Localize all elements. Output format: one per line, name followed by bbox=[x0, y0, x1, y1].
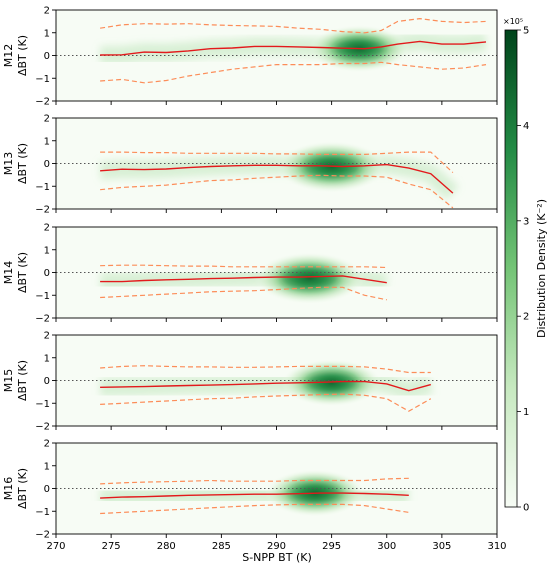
y-tick-label: −2 bbox=[35, 97, 50, 108]
y-tick-label: 1 bbox=[44, 28, 50, 39]
x-axis-label: S-NPP BT (K) bbox=[242, 551, 312, 564]
x-tick-label: 305 bbox=[432, 541, 451, 552]
y-tick-label: −2 bbox=[35, 314, 50, 325]
mean-line bbox=[100, 492, 409, 499]
y-tick-label: 1 bbox=[44, 461, 50, 472]
y-tick-label: 0 bbox=[44, 484, 50, 495]
y-axis-label-band: M16 bbox=[2, 477, 15, 501]
x-tick-label: 270 bbox=[46, 541, 65, 552]
y-tick-label: 0 bbox=[44, 51, 50, 62]
panel-m12: −2 −1 0 1 2 M12 ΔBT (K) bbox=[2, 6, 498, 108]
x-tick-label: 280 bbox=[157, 541, 176, 552]
y-tick-label: −1 bbox=[35, 399, 50, 410]
x-tick-label: 300 bbox=[377, 541, 396, 552]
y-tick-label: 0 bbox=[44, 159, 50, 170]
y-axis-label-unit: ΔBT (K) bbox=[16, 360, 29, 401]
x-tick-label: 295 bbox=[322, 541, 341, 552]
lower-std-line bbox=[100, 174, 454, 209]
panel-m14: −2 −1 0 1 2 M14 ΔBT (K) bbox=[2, 223, 498, 325]
x-tick-label: 310 bbox=[487, 541, 506, 552]
colorbar-label: Distribution Density (K⁻²) bbox=[535, 199, 548, 338]
x-tick-label: 285 bbox=[212, 541, 231, 552]
density-core bbox=[303, 156, 360, 177]
colorbar: 0 1 2 3 4 5×10⁵ Distribution Density (K⁻²) bbox=[503, 17, 548, 514]
upper-std-line bbox=[100, 17, 487, 34]
y-axis-label-band: M12 bbox=[2, 44, 15, 68]
panel-m13: −2 −1 0 1 2 M13 ΔBT (K) bbox=[2, 114, 498, 216]
x-tick-label: 275 bbox=[102, 541, 121, 552]
panel-m15: −2 −1 0 1 2 M15 ΔBT (K) bbox=[2, 331, 498, 433]
y-tick-label: −2 bbox=[35, 530, 50, 541]
colorbar-exponent: ×10⁵ bbox=[503, 17, 523, 26]
lower-std-line bbox=[100, 503, 409, 515]
y-tick-label: −1 bbox=[35, 74, 50, 85]
colorbar-tick-label: 2 bbox=[523, 312, 529, 323]
colorbar-tick-label: 3 bbox=[523, 216, 529, 227]
y-tick-label: −1 bbox=[35, 507, 50, 518]
y-axis-label-band: M14 bbox=[2, 261, 15, 285]
y-tick-label: 2 bbox=[44, 439, 50, 450]
y-tick-label: 1 bbox=[44, 353, 50, 364]
colorbar-gradient bbox=[504, 29, 518, 508]
y-axis-label-unit: ΔBT (K) bbox=[16, 35, 29, 76]
y-axis-label-unit: ΔBT (K) bbox=[16, 468, 29, 509]
mean-line bbox=[100, 40, 487, 56]
colorbar-tick-label: 4 bbox=[523, 121, 529, 132]
y-tick-label: −1 bbox=[35, 182, 50, 193]
lower-std-line bbox=[100, 61, 487, 84]
colorbar-tick-label: 1 bbox=[523, 407, 529, 418]
y-tick-label: −1 bbox=[35, 291, 50, 302]
upper-std-line bbox=[100, 477, 409, 485]
y-tick-label: 2 bbox=[44, 6, 50, 17]
mean-line bbox=[100, 380, 431, 392]
y-tick-label: 0 bbox=[44, 268, 50, 279]
y-axis-label-unit: ΔBT (K) bbox=[16, 252, 29, 293]
y-tick-label: 2 bbox=[44, 114, 50, 125]
colorbar-tick-label: 5 bbox=[523, 26, 529, 37]
y-tick-label: −2 bbox=[35, 205, 50, 216]
lower-std-line bbox=[100, 393, 432, 412]
y-axis-label-band: M13 bbox=[2, 152, 15, 176]
y-tick-label: 1 bbox=[44, 245, 50, 256]
panel-m16: −2 −1 0 1 2 270 275 280 285 290 295 300 305 310 M16 ΔBT… bbox=[2, 439, 507, 553]
y-tick-label: 1 bbox=[44, 136, 50, 147]
y-axis-label-band: M15 bbox=[2, 369, 15, 393]
colorbar-tick-label: 0 bbox=[523, 503, 529, 514]
density-core bbox=[306, 373, 357, 392]
mean-line bbox=[100, 163, 454, 194]
y-tick-label: 0 bbox=[44, 376, 50, 387]
y-axis-label-unit: ΔBT (K) bbox=[16, 143, 29, 184]
y-tick-label: −2 bbox=[35, 422, 50, 433]
x-tick-label: 290 bbox=[267, 541, 286, 552]
y-tick-label: 2 bbox=[44, 223, 50, 234]
mean-line bbox=[100, 275, 387, 284]
y-tick-label: 2 bbox=[44, 331, 50, 342]
upper-std-line bbox=[100, 365, 431, 374]
density-core bbox=[281, 268, 338, 289]
upper-std-line bbox=[100, 151, 454, 174]
